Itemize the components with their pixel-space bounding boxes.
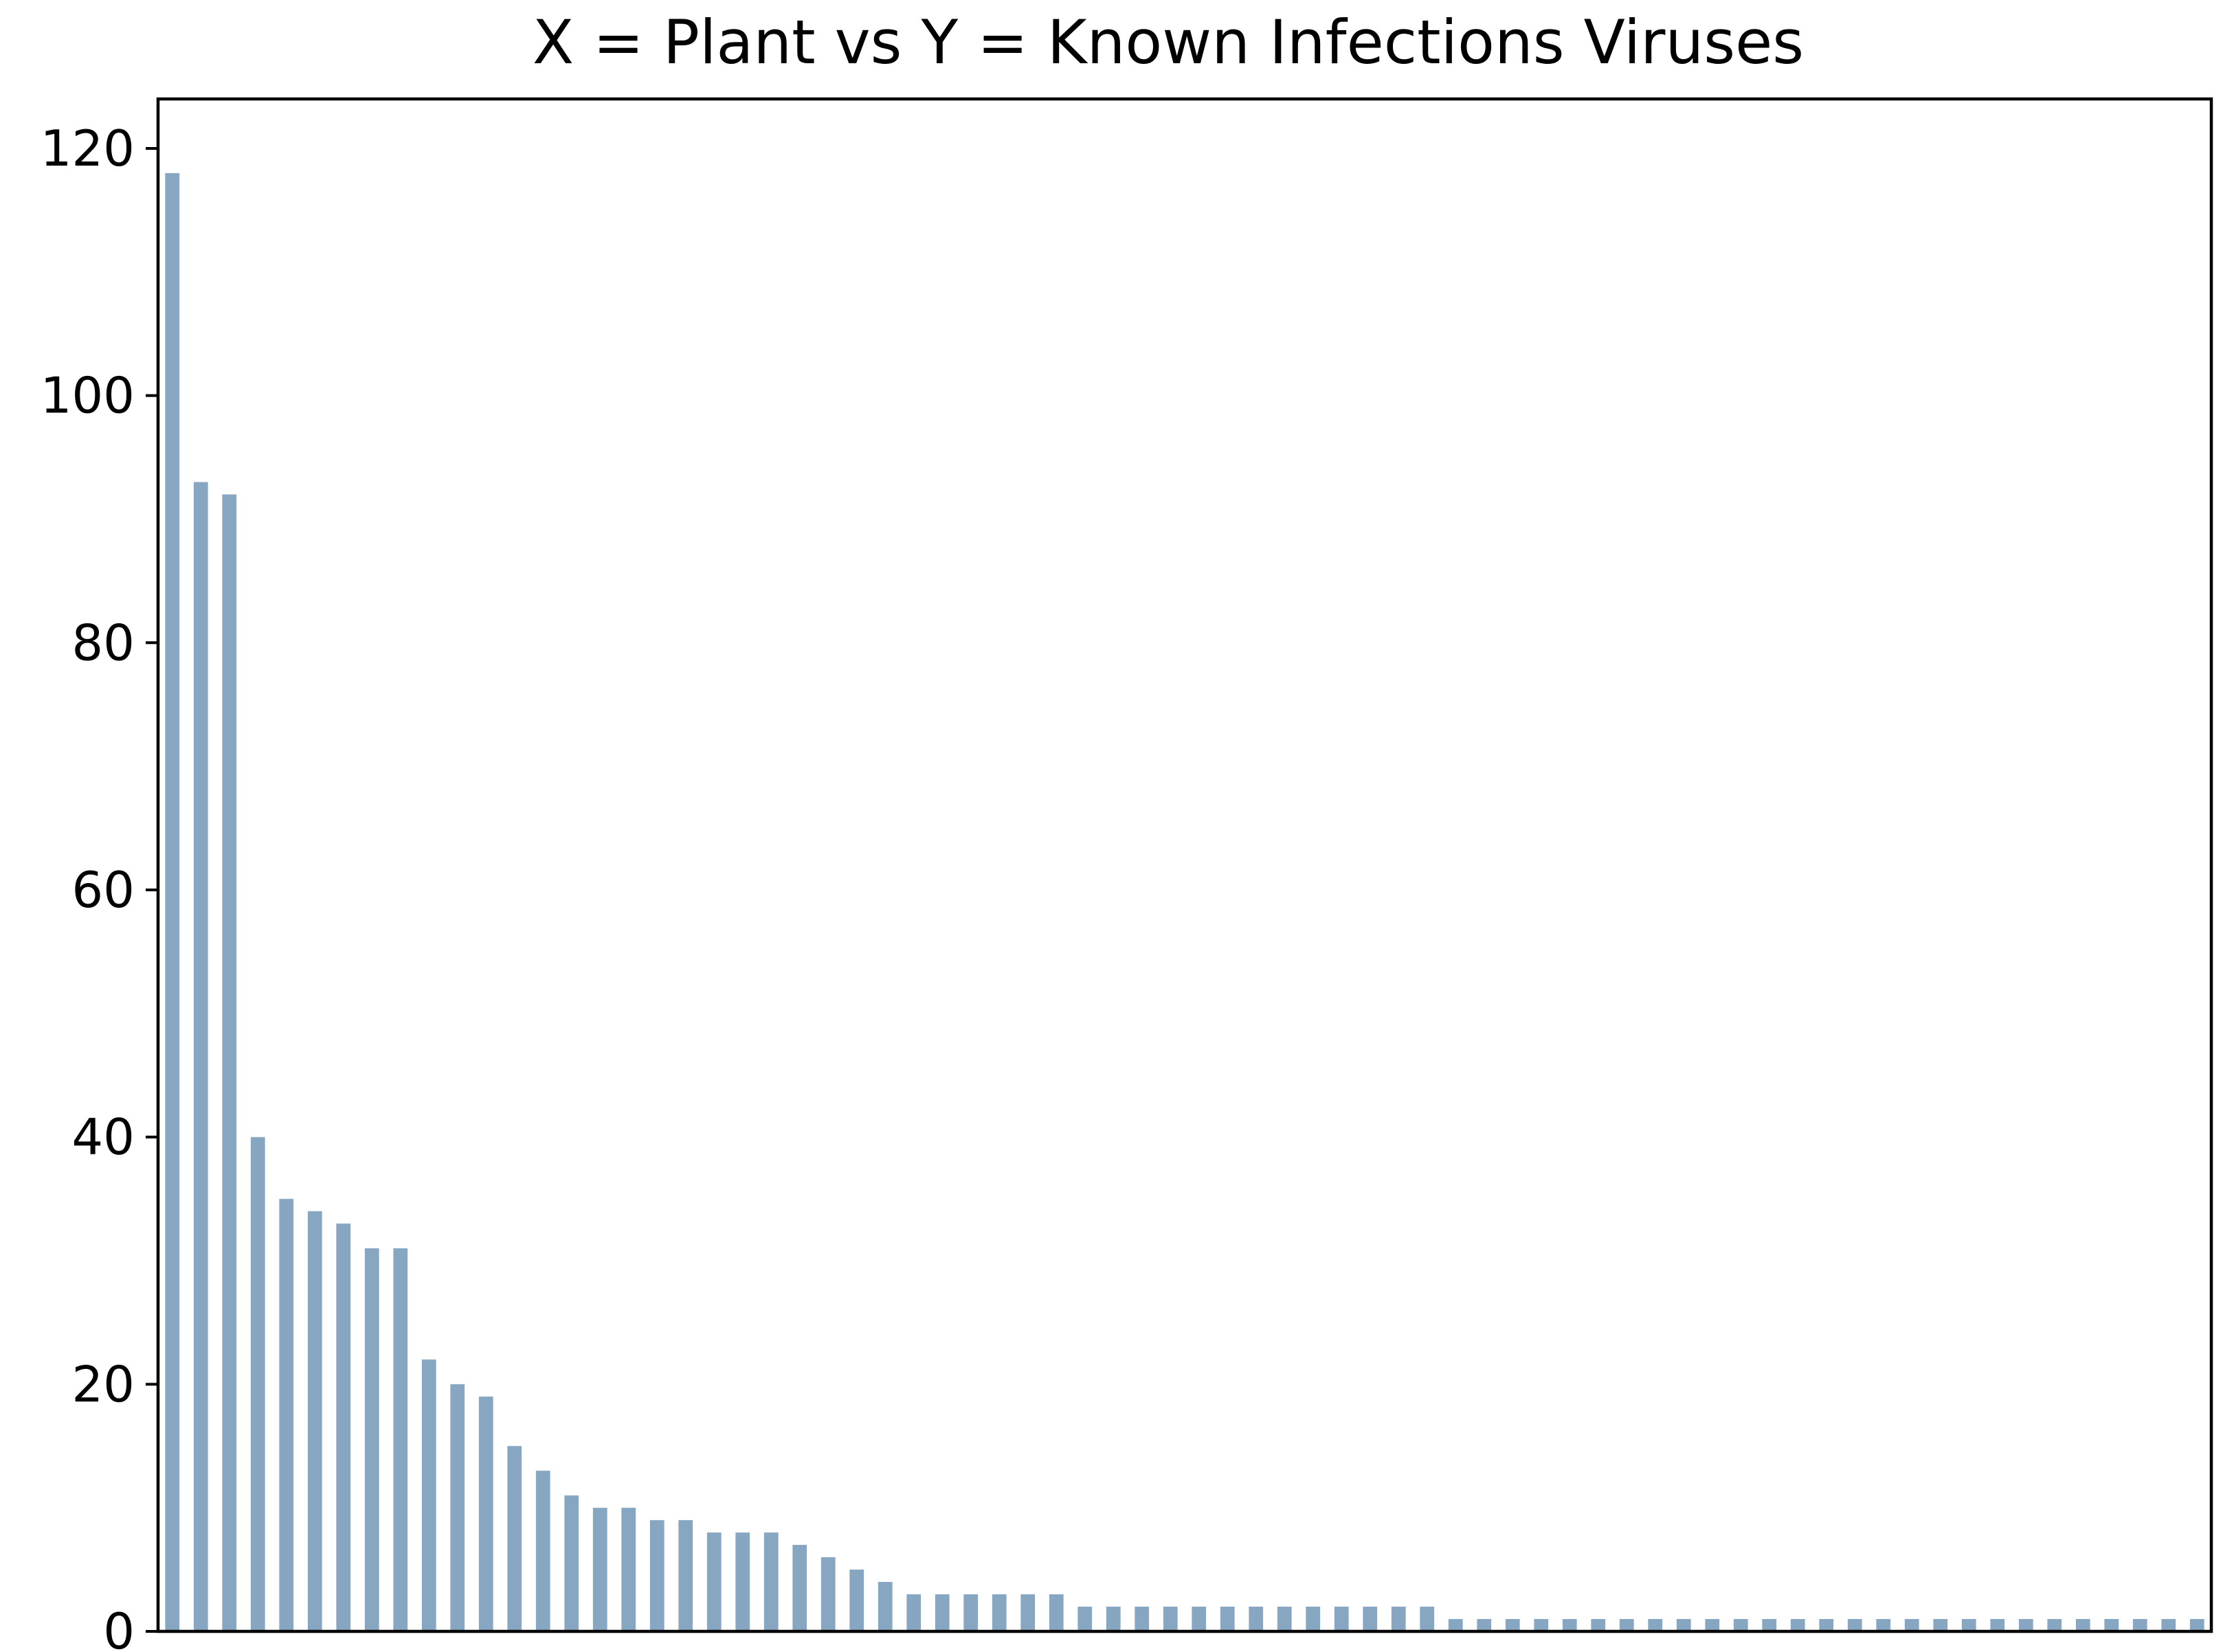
bar-35 (1135, 1607, 1150, 1631)
y-tick-label: 40 (71, 1108, 135, 1166)
bar-69 (2104, 1619, 2119, 1631)
bar-47 (1477, 1619, 1492, 1631)
y-axis-ticks: 0 20 40 60 80 100 120 (41, 120, 158, 1652)
bar-65 (1990, 1619, 2005, 1631)
bar-51 (1591, 1619, 1606, 1631)
bar-33 (1077, 1607, 1093, 1631)
bar-62 (1904, 1619, 1919, 1631)
bar-67 (2047, 1619, 2062, 1631)
bar-26 (878, 1582, 893, 1631)
bar-13 (507, 1446, 522, 1631)
bar-59 (1819, 1619, 1834, 1631)
bar-52 (1619, 1619, 1634, 1631)
bar-20 (706, 1532, 722, 1631)
bar-44 (1391, 1607, 1406, 1631)
bar-43 (1363, 1607, 1378, 1631)
bar-21 (735, 1532, 750, 1631)
y-tick-label: 100 (41, 367, 135, 425)
bar-22 (763, 1532, 779, 1631)
bar-38 (1220, 1607, 1235, 1631)
bar-27 (906, 1594, 921, 1631)
bar-72 (2189, 1619, 2204, 1631)
bar-54 (1676, 1619, 1691, 1631)
bar-48 (1505, 1619, 1520, 1631)
bar-19 (678, 1520, 693, 1631)
bar-31 (1020, 1594, 1036, 1631)
bar-68 (2075, 1619, 2090, 1631)
bar-30 (992, 1594, 1007, 1631)
bar-49 (1534, 1619, 1549, 1631)
bar-63 (1933, 1619, 1948, 1631)
bar-25 (849, 1570, 864, 1631)
bar-41 (1306, 1607, 1321, 1631)
bar-5 (279, 1198, 294, 1631)
bar-29 (963, 1594, 979, 1631)
y-tick-label: 0 (103, 1603, 135, 1652)
bar-28 (935, 1594, 950, 1631)
chart-title: X = Plant vs Y = Known Infections Viruse… (533, 7, 1804, 78)
bar-36 (1163, 1607, 1178, 1631)
bar-46 (1448, 1619, 1463, 1631)
bar-17 (621, 1508, 636, 1631)
bar-10 (421, 1359, 436, 1631)
bar-58 (1790, 1619, 1805, 1631)
bar-16 (592, 1508, 607, 1631)
bar-23 (792, 1545, 807, 1631)
bar-50 (1562, 1619, 1577, 1631)
bar-53 (1648, 1619, 1663, 1631)
bar-1 (165, 172, 180, 1632)
bars-layer (165, 172, 2204, 1632)
bar-12 (478, 1396, 493, 1631)
y-tick-label: 120 (41, 120, 135, 177)
bar-18 (649, 1520, 664, 1631)
bar-39 (1249, 1607, 1264, 1631)
bar-60 (1847, 1619, 1862, 1631)
bar-3 (222, 494, 237, 1631)
bar-14 (535, 1471, 550, 1631)
bar-15 (564, 1495, 579, 1631)
bar-57 (1762, 1619, 1777, 1631)
bar-64 (1961, 1619, 1976, 1631)
bar-40 (1277, 1607, 1292, 1631)
y-tick-label: 20 (71, 1355, 135, 1413)
bar-11 (450, 1384, 465, 1631)
y-tick-label: 80 (71, 614, 135, 671)
bar-2 (193, 482, 208, 1631)
bar-8 (364, 1248, 379, 1631)
bar-24 (820, 1557, 836, 1631)
bar-34 (1106, 1607, 1121, 1631)
bar-71 (2161, 1619, 2176, 1631)
bar-7 (336, 1223, 351, 1631)
bar-45 (1420, 1607, 1435, 1631)
bar-61 (1876, 1619, 1891, 1631)
bar-55 (1705, 1619, 1720, 1631)
y-tick-label: 60 (71, 861, 135, 919)
bar-4 (250, 1137, 265, 1631)
bar-66 (2018, 1619, 2033, 1631)
plot-frame (156, 97, 2213, 1633)
bar-56 (1733, 1619, 1748, 1631)
bar-32 (1049, 1594, 1064, 1631)
bar-9 (393, 1248, 408, 1631)
bar-42 (1334, 1607, 1349, 1631)
bar-37 (1192, 1607, 1207, 1631)
bar-70 (2132, 1619, 2147, 1631)
bar-6 (307, 1211, 322, 1631)
